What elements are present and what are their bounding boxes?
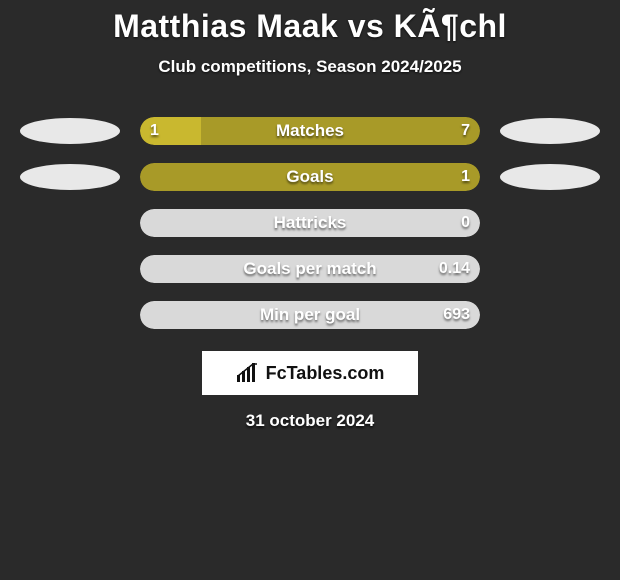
club-logo-placeholder (500, 164, 600, 190)
stat-right-value: 0.14 (439, 255, 470, 283)
stat-bar: 17Matches (140, 117, 480, 145)
stat-row: 693Min per goal (0, 301, 620, 329)
player-left-logo-slot (20, 117, 120, 145)
player-right-logo-slot (500, 117, 600, 145)
stat-bar-right-fill (140, 163, 480, 191)
stat-right-value: 7 (461, 117, 470, 145)
player-right-logo-slot (500, 255, 600, 283)
stat-bar: 1Goals (140, 163, 480, 191)
logo-text: FcTables.com (266, 363, 385, 384)
stat-row: 1Goals (0, 163, 620, 191)
stat-right-value: 0 (461, 209, 470, 237)
comparison-infographic: Matthias Maak vs KÃ¶chl Club competition… (0, 0, 620, 431)
player-left-logo-slot (20, 301, 120, 329)
player-right-logo-slot (500, 163, 600, 191)
player-left-logo-slot (20, 255, 120, 283)
stat-bar-right-fill (201, 117, 480, 145)
club-logo-placeholder (20, 164, 120, 190)
stat-right-value: 693 (443, 301, 470, 329)
stat-right-value: 1 (461, 163, 470, 191)
stat-row: 0.14Goals per match (0, 255, 620, 283)
stat-left-value: 1 (150, 117, 159, 145)
player-left-logo-slot (20, 209, 120, 237)
stat-bar-right-fill (140, 301, 480, 329)
date-text: 31 october 2024 (0, 411, 620, 431)
stat-row: 17Matches (0, 117, 620, 145)
page-title: Matthias Maak vs KÃ¶chl (0, 8, 620, 45)
stat-bar-right-fill (140, 255, 480, 283)
logo-box: FcTables.com (202, 351, 418, 395)
player-right-logo-slot (500, 301, 600, 329)
player-right-logo-slot (500, 209, 600, 237)
stat-bar: 0Hattricks (140, 209, 480, 237)
stat-bar: 693Min per goal (140, 301, 480, 329)
stat-rows: 17Matches1Goals0Hattricks0.14Goals per m… (0, 117, 620, 329)
player-left-logo-slot (20, 163, 120, 191)
stat-row: 0Hattricks (0, 209, 620, 237)
page-subtitle: Club competitions, Season 2024/2025 (0, 57, 620, 77)
club-logo-placeholder (500, 118, 600, 144)
club-logo-placeholder (20, 118, 120, 144)
stat-bar: 0.14Goals per match (140, 255, 480, 283)
chart-icon (236, 363, 260, 383)
stat-bar-right-fill (140, 209, 480, 237)
